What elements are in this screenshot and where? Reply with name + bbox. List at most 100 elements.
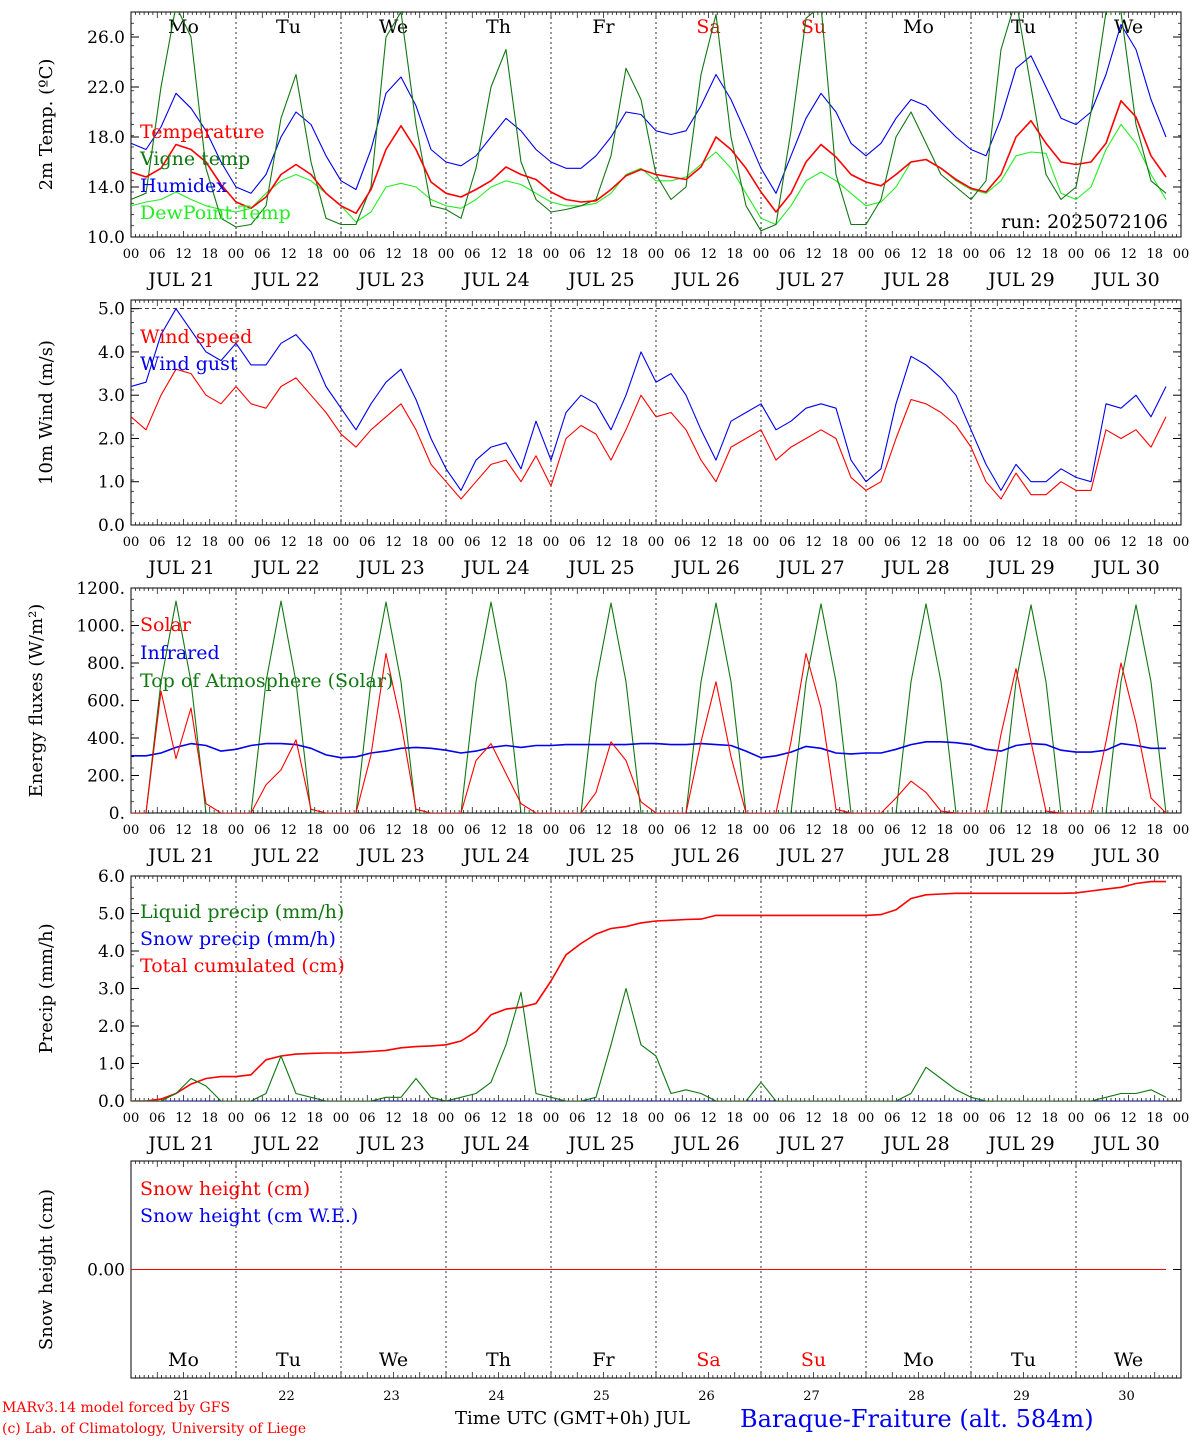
hour-tick-label: 06 — [464, 1111, 481, 1126]
hour-tick-label: 06 — [989, 823, 1006, 838]
hour-tick-label: 06 — [779, 535, 796, 550]
date-label: JUL 21 — [146, 557, 214, 579]
weekday-label: Th — [486, 16, 511, 38]
hour-tick-label: 00 — [1173, 535, 1190, 550]
hour-tick-label: 18 — [726, 247, 743, 262]
hour-tick-label: 00 — [648, 1111, 665, 1126]
date-label: JUL 26 — [671, 269, 739, 291]
hour-tick-label: 12 — [595, 1111, 612, 1126]
hour-tick-label: 00 — [963, 247, 980, 262]
hour-tick-label: 06 — [464, 247, 481, 262]
series-group — [131, 308, 1167, 500]
hour-tick-label: 00 — [1068, 1111, 1085, 1126]
y-tick-label: 2.0 — [98, 1017, 125, 1037]
hour-tick-label: 18 — [621, 535, 638, 550]
hour-tick-label: 18 — [516, 1111, 533, 1126]
date-label: JUL 27 — [776, 845, 844, 867]
hour-tick-label: 18 — [1146, 1111, 1163, 1126]
date-label: JUL 23 — [356, 557, 424, 579]
hour-tick-label: 12 — [280, 247, 297, 262]
hour-tick-label: 00 — [123, 535, 140, 550]
hour-tick-label: 06 — [884, 1111, 901, 1126]
hour-tick-label: 06 — [464, 823, 481, 838]
hour-tick-label: 00 — [543, 1111, 560, 1126]
hour-tick-label: 18 — [936, 535, 953, 550]
series-line-wind-gust — [131, 308, 1167, 491]
hour-tick-label: 06 — [884, 535, 901, 550]
weekday-label: We — [1114, 1349, 1143, 1371]
day-number-label: 22 — [278, 1389, 295, 1404]
hour-tick-label: 12 — [700, 535, 717, 550]
hour-tick-label: 12 — [280, 1111, 297, 1126]
hour-tick-label: 18 — [831, 247, 848, 262]
hour-tick-label: 00 — [1173, 1111, 1190, 1126]
date-label: JUL 30 — [1091, 845, 1159, 867]
hour-tick-label: 00 — [333, 823, 350, 838]
hour-tick-label: 18 — [936, 823, 953, 838]
hour-tick-label: 00 — [228, 823, 245, 838]
date-label: JUL 22 — [251, 269, 319, 291]
legend-entry: Snow height (cm) — [140, 1178, 310, 1200]
hour-tick-label: 00 — [753, 535, 770, 550]
weekday-label: We — [1114, 16, 1143, 38]
hour-tick-label: 18 — [831, 1111, 848, 1126]
hour-tick-label: 00 — [123, 1111, 140, 1126]
legend-entry: Liquid precip (mm/h) — [140, 901, 344, 923]
hour-tick-label: 12 — [910, 1111, 927, 1126]
hour-tick-label: 06 — [149, 247, 166, 262]
hour-tick-label: 00 — [123, 247, 140, 262]
hour-tick-label: 12 — [1015, 823, 1032, 838]
hour-tick-label: 18 — [201, 1111, 218, 1126]
hour-tick-label: 12 — [1120, 823, 1137, 838]
series-line-wind-speed — [131, 368, 1167, 500]
y-axis-label: 10m Wind (m/s) — [36, 340, 57, 485]
weekday-label: Su — [801, 1349, 826, 1371]
date-label: JUL 27 — [776, 269, 844, 291]
hour-tick-label: 06 — [674, 823, 691, 838]
date-label: JUL 29 — [986, 1133, 1054, 1155]
y-tick-label: 2.0 — [98, 429, 125, 449]
hour-tick-label: 00 — [228, 535, 245, 550]
bottom-day-numbers: 21 22 23 24 25 26 27 28 29 30 — [173, 1389, 1135, 1404]
hour-tick-label: 00 — [228, 1111, 245, 1126]
day-number-label: 25 — [593, 1389, 610, 1404]
y-tick-label: 5.0 — [98, 905, 125, 925]
hour-tick-label: 00 — [963, 535, 980, 550]
date-label: JUL 22 — [251, 557, 319, 579]
date-label: JUL 21 — [146, 269, 214, 291]
hour-tick-label: 12 — [175, 823, 192, 838]
hour-tick-label: 06 — [149, 1111, 166, 1126]
y-tick-label: 10.0 — [87, 228, 125, 248]
hour-tick-label: 18 — [831, 823, 848, 838]
hour-tick-label: 12 — [1015, 1111, 1032, 1126]
hour-tick-label: 18 — [516, 535, 533, 550]
series-line-liquid-precip-mm-h — [131, 987, 1167, 1101]
hour-tick-label: 18 — [1041, 247, 1058, 262]
hour-tick-label: 06 — [989, 1111, 1006, 1126]
weekday-label: Tu — [276, 16, 301, 38]
hour-tick-label: 00 — [1068, 247, 1085, 262]
hour-tick-label: 18 — [621, 247, 638, 262]
date-label: JUL 30 — [1091, 1133, 1159, 1155]
date-label: JUL 26 — [671, 557, 739, 579]
y-axis-label: Energy fluxes (W/m²) — [26, 604, 47, 798]
hour-tick-label: 06 — [569, 823, 586, 838]
date-label: JUL 25 — [566, 557, 634, 579]
hour-tick-label: 18 — [1041, 823, 1058, 838]
hour-tick-label: 18 — [306, 1111, 323, 1126]
hour-tick-label: 06 — [464, 535, 481, 550]
date-label: JUL 23 — [356, 269, 424, 291]
y-tick-label: 600. — [87, 692, 125, 712]
hour-tick-label: 00 — [963, 1111, 980, 1126]
hour-tick-label: 18 — [621, 1111, 638, 1126]
y-tick-label: 0.0 — [98, 516, 125, 536]
series-line-solar — [131, 653, 1167, 813]
weekday-label: Tu — [1011, 16, 1036, 38]
y-tick-label: 1000. — [76, 617, 125, 637]
hour-tick-label: 06 — [674, 247, 691, 262]
day-number-label: 30 — [1118, 1389, 1135, 1404]
day-number-label: 29 — [1013, 1389, 1030, 1404]
hour-tick-label: 12 — [490, 247, 507, 262]
weekday-label: Fr — [592, 16, 615, 38]
hour-tick-label: 06 — [359, 247, 376, 262]
